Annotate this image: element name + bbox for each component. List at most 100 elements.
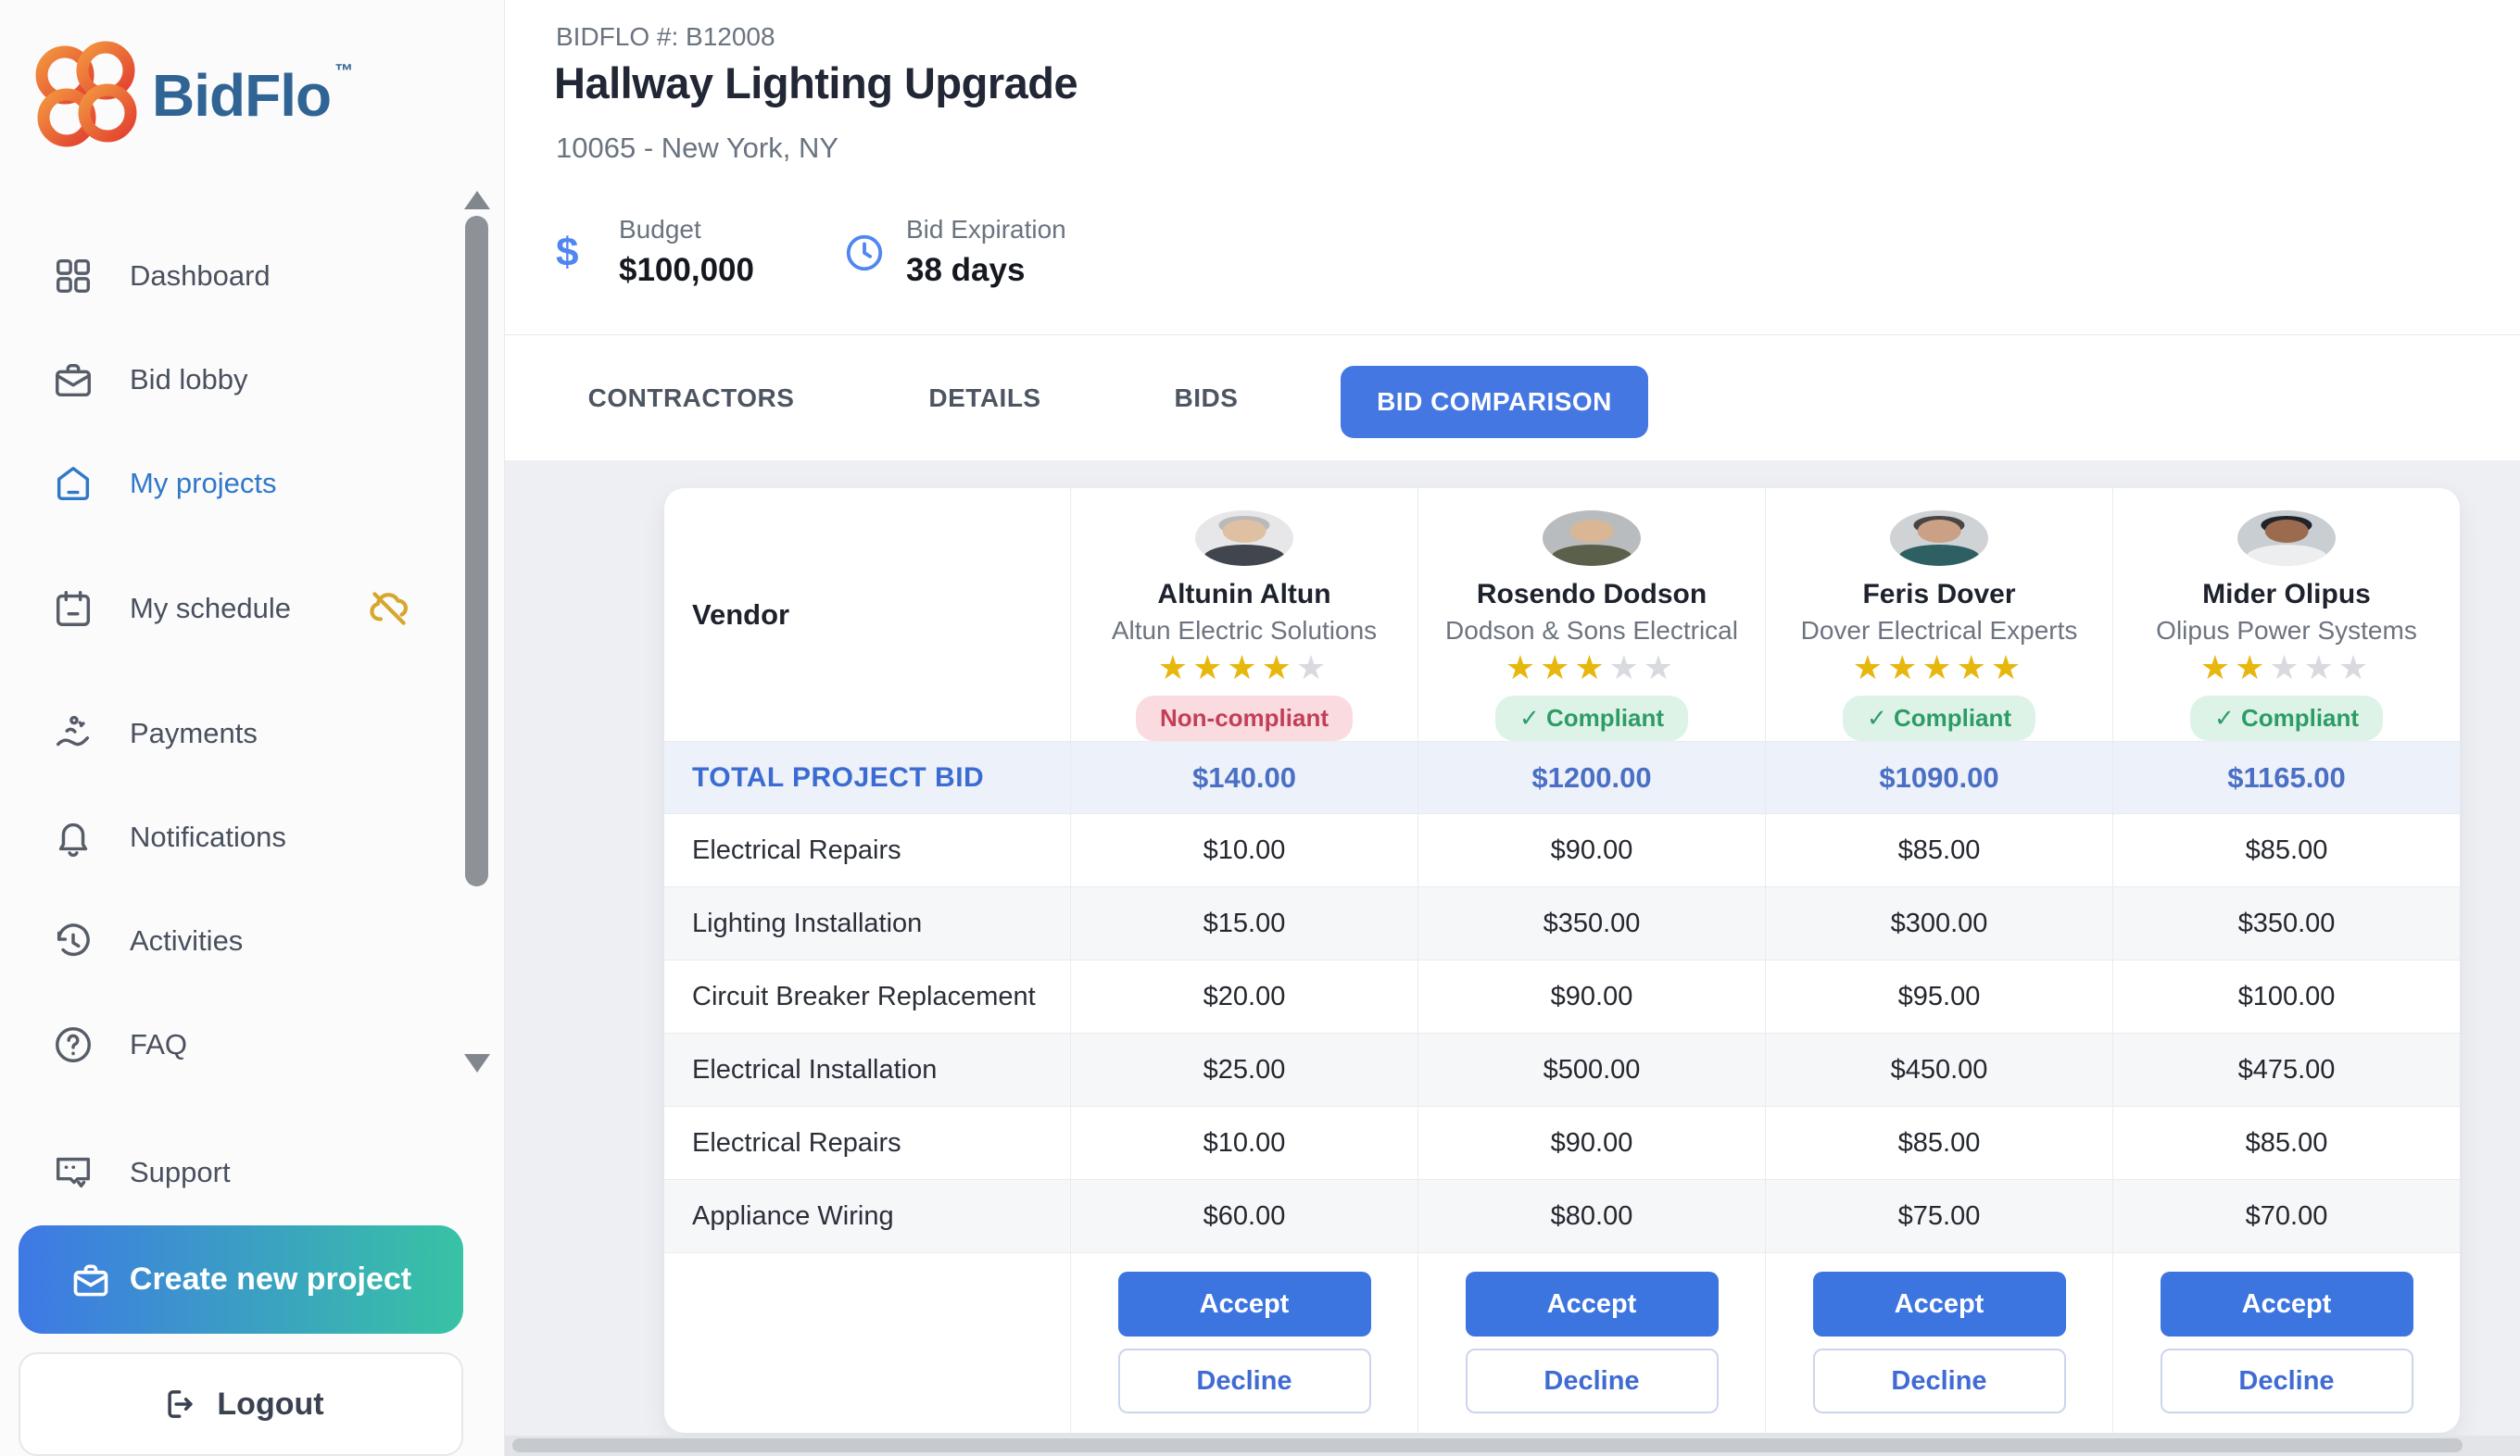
trademark-symbol: ™	[334, 61, 354, 82]
logout-button[interactable]: Logout	[19, 1352, 463, 1456]
cloud-off-icon	[370, 592, 409, 625]
vendor-name: Feris Dover	[1862, 579, 2016, 609]
brand-logo[interactable]: BidFlo ™	[28, 39, 353, 152]
tab-details[interactable]: DETAILS	[928, 383, 1041, 412]
bid-value: $100.00	[2112, 960, 2460, 1033]
project-meta: $ Budget $100,000 Bid Expiration 38 days	[556, 215, 1155, 289]
sidebar-item-activities[interactable]: Activities	[0, 889, 505, 993]
bid-value: $85.00	[1765, 1106, 2112, 1179]
avatar	[1890, 510, 1988, 566]
vendor-actions: Accept Decline	[2112, 1252, 2460, 1433]
bid-comparison-table: Vendor Altunin Altun Altun Electric Solu…	[664, 488, 2460, 1433]
sidebar-item-faq[interactable]: FAQ	[0, 993, 505, 1097]
bid-value: $10.00	[1070, 1106, 1418, 1179]
expiration-meta: Bid Expiration 38 days	[843, 215, 1066, 289]
bid-value: $90.00	[1418, 1106, 1765, 1179]
project-location: 10065 - New York, NY	[556, 132, 839, 164]
star-rating: ★★★★★	[2199, 648, 2374, 686]
tab-contractors[interactable]: CONTRACTORS	[587, 383, 795, 412]
hand-coins-icon	[56, 715, 90, 747]
compliance-badge: ✓ Compliant	[1842, 696, 2036, 741]
sidebar-item-my-projects[interactable]: My projects	[0, 432, 505, 535]
sidebar-item-label: Notifications	[130, 821, 286, 854]
sidebar-item-dashboard[interactable]: Dashboard	[0, 224, 505, 328]
bid-value: $475.00	[2112, 1033, 2460, 1106]
project-number: BIDFLO #: B12008	[556, 22, 775, 51]
decline-button[interactable]: Decline	[1465, 1349, 1719, 1413]
sidebar-item-support[interactable]: Support	[0, 1121, 505, 1224]
accept-button[interactable]: Accept	[1812, 1272, 2066, 1337]
sidebar-scroll-up-arrow[interactable]	[464, 191, 490, 209]
budget-value: $100,000	[619, 252, 754, 288]
tab-bids[interactable]: BIDS	[1174, 383, 1239, 412]
sidebar-item-notifications[interactable]: Notifications	[0, 785, 505, 889]
horizontal-scrollbar[interactable]	[512, 1438, 2463, 1452]
decline-button[interactable]: Decline	[1117, 1349, 1371, 1413]
total-bid-value: $140.00	[1070, 741, 1418, 813]
compliance-badge: Non-compliant	[1136, 696, 1353, 741]
bid-value: $300.00	[1765, 886, 2112, 960]
line-item-label: Appliance Wiring	[664, 1179, 1070, 1252]
sidebar-item-bid-lobby[interactable]: Bid lobby	[0, 328, 505, 432]
compliance-badge: ✓ Compliant	[2189, 696, 2384, 741]
vendor-name: Mider Olipus	[2202, 579, 2371, 609]
vendor-company: Dodson & Sons Electrical	[1445, 616, 1738, 645]
sidebar-scrollbar[interactable]	[465, 216, 488, 886]
sidebar-scroll-down-arrow[interactable]	[464, 1054, 490, 1073]
create-new-project-button[interactable]: Create new project	[19, 1225, 463, 1334]
bid-value: $500.00	[1418, 1033, 1765, 1106]
vendor-card-feris-dover: Feris Dover Dover Electrical Experts ★★★…	[1765, 488, 2112, 741]
brand-name: BidFlo	[152, 62, 332, 129]
sidebar-item-payments[interactable]: Payments	[0, 682, 505, 785]
bid-value: $25.00	[1070, 1033, 1418, 1106]
briefcase-icon	[56, 363, 91, 397]
bid-value: $85.00	[1765, 813, 2112, 886]
total-bid-value: $1200.00	[1418, 741, 1765, 813]
accept-button[interactable]: Accept	[2160, 1272, 2413, 1337]
briefcase-icon	[73, 1264, 108, 1296]
bid-value: $90.00	[1418, 960, 1765, 1033]
clock-icon	[846, 234, 883, 271]
table-footer-spacer	[664, 1252, 1070, 1433]
star-rating: ★★★★★	[1505, 648, 1679, 686]
sidebar-item-label: Bid lobby	[130, 363, 248, 396]
tab-bid-comparison[interactable]: BID COMPARISON	[1341, 366, 1648, 438]
vendor-name: Rosendo Dodson	[1476, 579, 1707, 609]
question-circle-icon	[56, 1027, 91, 1062]
expiration-value: 38 days	[905, 252, 1026, 288]
bid-value: $75.00	[1765, 1179, 2112, 1252]
star-rating: ★★★★★	[1852, 648, 2026, 686]
avatar	[1195, 510, 1293, 566]
vendor-actions: Accept Decline	[1070, 1252, 1418, 1433]
star-rating: ★★★★★	[1157, 648, 1331, 686]
bid-value: $90.00	[1418, 813, 1765, 886]
vendor-column-header: Vendor	[692, 597, 790, 631]
decline-button[interactable]: Decline	[1812, 1349, 2066, 1413]
bid-value: $450.00	[1765, 1033, 2112, 1106]
sidebar-item-label: My projects	[130, 467, 277, 500]
page-title: Hallway Lighting Upgrade	[554, 58, 1078, 107]
total-bid-value: $1090.00	[1765, 741, 2112, 813]
line-item-label: Electrical Repairs	[664, 813, 1070, 886]
vendor-card-mider-olipus: Mider Olipus Olipus Power Systems ★★★★★ …	[2112, 488, 2460, 741]
tab-bar: CONTRACTORS DETAILS BIDS BID COMPARISON	[505, 335, 2520, 460]
sidebar-item-my-schedule[interactable]: My schedule	[0, 535, 505, 682]
decline-button[interactable]: Decline	[2160, 1349, 2413, 1413]
calendar-icon	[56, 591, 91, 626]
bid-value: $15.00	[1070, 886, 1418, 960]
vendor-actions: Accept Decline	[1765, 1252, 2112, 1433]
sidebar-nav: Dashboard Bid lobby My projects My sched…	[0, 224, 505, 1224]
avatar	[2237, 510, 2336, 566]
vendor-company: Olipus Power Systems	[2156, 616, 2417, 645]
bid-value: $95.00	[1765, 960, 2112, 1033]
sidebar-item-label: Support	[130, 1156, 231, 1189]
vendor-card-altunin-altun: Altunin Altun Altun Electric Solutions ★…	[1070, 488, 1418, 741]
bid-value: $60.00	[1070, 1179, 1418, 1252]
bell-icon	[58, 822, 88, 858]
accept-button[interactable]: Accept	[1465, 1272, 1719, 1337]
sidebar-item-label: Dashboard	[130, 259, 271, 293]
line-item-label: Lighting Installation	[664, 886, 1070, 960]
accept-button[interactable]: Accept	[1117, 1272, 1371, 1337]
bid-value: $20.00	[1070, 960, 1418, 1033]
